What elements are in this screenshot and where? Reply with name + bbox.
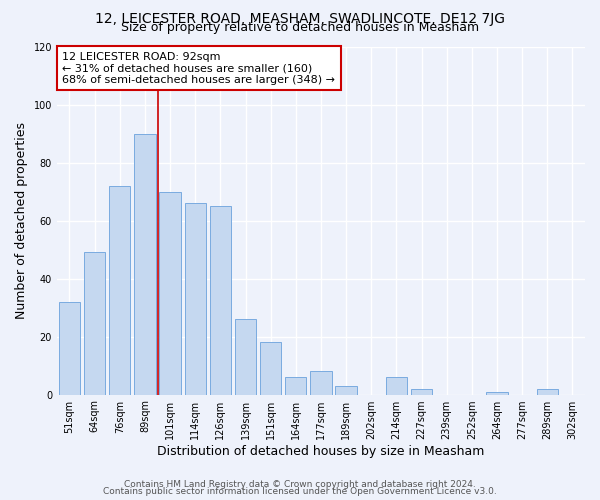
Bar	[260, 342, 281, 394]
Bar	[285, 377, 307, 394]
Bar	[310, 372, 332, 394]
Text: 12, LEICESTER ROAD, MEASHAM, SWADLINCOTE, DE12 7JG: 12, LEICESTER ROAD, MEASHAM, SWADLINCOTE…	[95, 12, 505, 26]
Text: Size of property relative to detached houses in Measham: Size of property relative to detached ho…	[121, 22, 479, 35]
Y-axis label: Number of detached properties: Number of detached properties	[15, 122, 28, 319]
Text: 12 LEICESTER ROAD: 92sqm
← 31% of detached houses are smaller (160)
68% of semi-: 12 LEICESTER ROAD: 92sqm ← 31% of detach…	[62, 52, 335, 85]
Bar	[84, 252, 106, 394]
Bar	[335, 386, 357, 394]
Text: Contains HM Land Registry data © Crown copyright and database right 2024.: Contains HM Land Registry data © Crown c…	[124, 480, 476, 489]
Bar	[411, 389, 432, 394]
X-axis label: Distribution of detached houses by size in Measham: Distribution of detached houses by size …	[157, 444, 485, 458]
Bar	[386, 377, 407, 394]
Bar	[134, 134, 155, 394]
Bar	[209, 206, 231, 394]
Text: Contains public sector information licensed under the Open Government Licence v3: Contains public sector information licen…	[103, 487, 497, 496]
Bar	[235, 319, 256, 394]
Bar	[109, 186, 130, 394]
Bar	[59, 302, 80, 394]
Bar	[536, 389, 558, 394]
Bar	[160, 192, 181, 394]
Bar	[185, 203, 206, 394]
Bar	[486, 392, 508, 394]
